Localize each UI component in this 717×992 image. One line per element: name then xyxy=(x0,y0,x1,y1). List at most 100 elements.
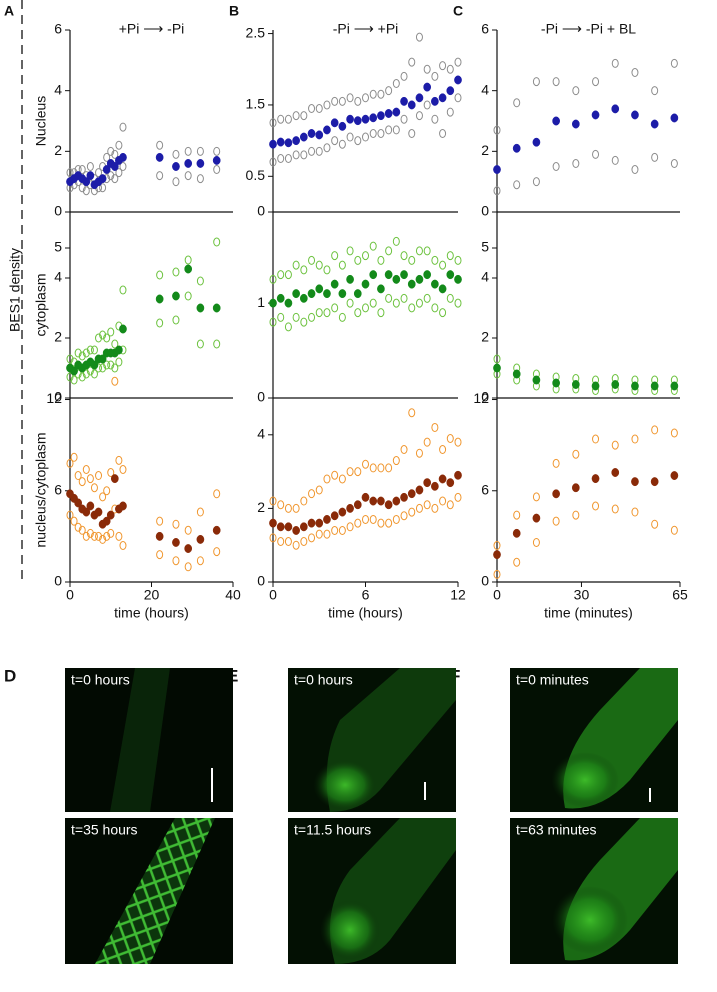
point xyxy=(362,93,369,103)
point xyxy=(277,312,285,322)
x-tick-label: 65 xyxy=(672,587,688,603)
mean-point xyxy=(650,381,659,391)
mean-point xyxy=(119,501,127,511)
point xyxy=(107,360,115,370)
mean-point xyxy=(631,477,639,487)
x-tick-label: 20 xyxy=(144,587,160,603)
mean-point xyxy=(384,270,393,280)
point xyxy=(439,308,447,318)
y-tick-label: 2 xyxy=(257,499,265,515)
point xyxy=(107,327,115,337)
point xyxy=(362,251,369,261)
mean-point xyxy=(512,369,521,379)
point xyxy=(70,375,78,385)
point xyxy=(631,434,639,444)
point xyxy=(331,136,339,146)
mean-point xyxy=(110,474,119,484)
point xyxy=(346,298,354,308)
mean-point xyxy=(269,518,277,528)
point xyxy=(338,96,346,106)
point xyxy=(184,562,192,572)
point xyxy=(552,516,560,526)
point xyxy=(446,500,454,510)
y-tick-label: 2 xyxy=(481,329,489,345)
point xyxy=(184,291,192,301)
mean-point xyxy=(407,489,416,499)
y-tick-label: 2 xyxy=(481,142,489,158)
point xyxy=(377,255,385,265)
mean-point xyxy=(284,298,293,308)
point xyxy=(119,541,127,551)
mean-point xyxy=(571,483,580,493)
mean-point xyxy=(353,116,362,126)
y-tick-label: 6 xyxy=(54,481,62,497)
point xyxy=(70,516,78,526)
point xyxy=(82,186,90,196)
point xyxy=(446,433,454,443)
point xyxy=(513,510,521,520)
point xyxy=(338,525,346,535)
mean-point xyxy=(184,264,193,274)
x-tick-label: 40 xyxy=(225,587,241,603)
point xyxy=(284,503,292,513)
point xyxy=(292,150,300,160)
y-axis-label: cytoplasm xyxy=(33,273,49,336)
point xyxy=(111,376,119,386)
point xyxy=(74,348,82,358)
point xyxy=(431,71,439,81)
point xyxy=(315,485,323,495)
point xyxy=(532,177,540,187)
mean-point xyxy=(330,279,339,289)
point xyxy=(99,363,107,373)
point xyxy=(300,537,308,547)
point xyxy=(86,474,94,484)
point xyxy=(423,100,431,110)
mean-point xyxy=(512,143,521,153)
x-axis-label: time (hours) xyxy=(114,605,189,621)
mean-point xyxy=(423,478,432,488)
point xyxy=(493,541,501,551)
mean-point xyxy=(415,93,424,103)
point xyxy=(592,434,600,444)
y-tick-label: 4 xyxy=(54,81,62,97)
y-tick-label: 6 xyxy=(481,21,489,37)
point xyxy=(213,339,221,349)
point xyxy=(277,270,285,280)
point xyxy=(115,455,123,465)
point xyxy=(196,146,204,156)
mean-point xyxy=(384,500,393,510)
point xyxy=(269,274,277,284)
point xyxy=(369,241,377,251)
mean-point xyxy=(94,507,103,517)
point xyxy=(532,77,540,87)
point xyxy=(292,111,300,121)
point xyxy=(392,514,400,524)
point xyxy=(292,540,300,550)
point xyxy=(308,146,316,156)
mean-point xyxy=(346,114,354,124)
point xyxy=(95,471,103,481)
mean-point xyxy=(299,132,308,142)
point xyxy=(331,470,339,480)
mean-point xyxy=(330,118,339,128)
mean-point xyxy=(552,489,560,499)
point xyxy=(338,260,346,270)
point xyxy=(362,303,369,313)
point xyxy=(385,463,393,473)
point xyxy=(369,298,377,308)
mean-point xyxy=(407,100,416,110)
mean-point xyxy=(212,155,221,165)
mean-point xyxy=(493,550,501,560)
mean-point xyxy=(631,110,639,120)
mean-point xyxy=(330,511,339,521)
image-label: t=11.5 hours xyxy=(294,822,371,838)
mean-point xyxy=(369,270,378,280)
point xyxy=(292,503,300,513)
point xyxy=(354,518,362,528)
chart-title: +Pi ⟶ -Pi xyxy=(119,21,185,37)
point xyxy=(454,492,462,502)
point xyxy=(196,174,204,184)
point xyxy=(439,128,447,138)
point xyxy=(107,468,115,478)
point xyxy=(300,317,308,327)
